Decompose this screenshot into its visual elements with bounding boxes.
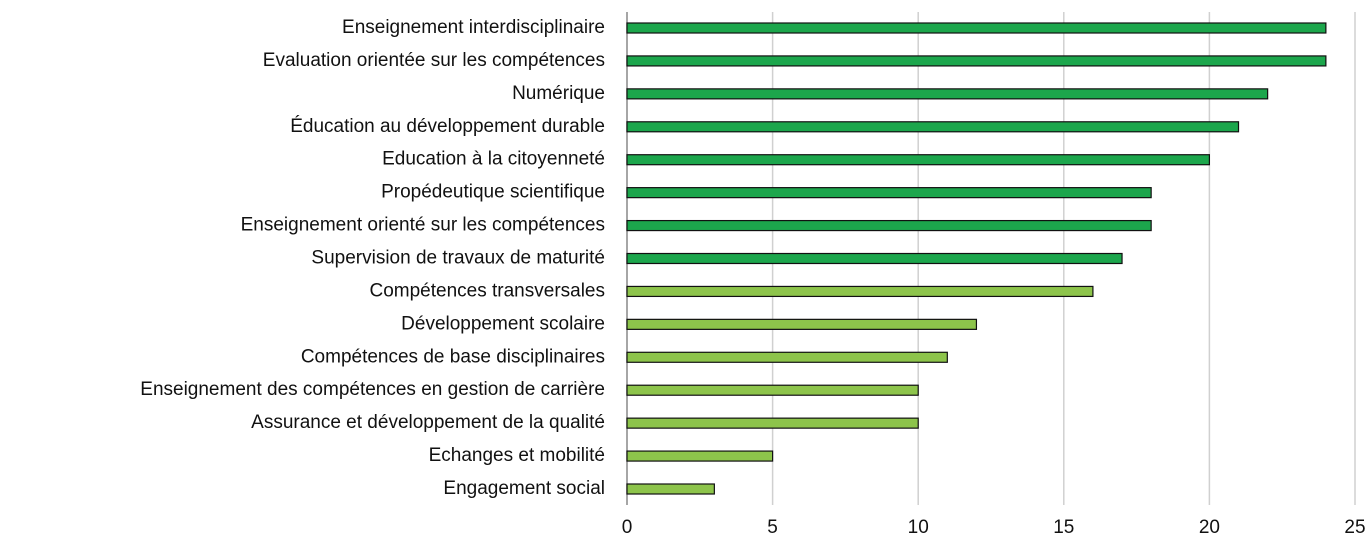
y-tick-label: Compétences de base disciplinaires — [301, 346, 605, 367]
y-tick-label: Engagement social — [443, 478, 605, 499]
bar — [626, 55, 1327, 67]
x-tick-label: 15 — [1053, 517, 1074, 538]
bar — [626, 121, 1240, 133]
bar — [626, 154, 1211, 166]
y-tick-label: Enseignement orienté sur les compétences — [241, 215, 605, 236]
y-tick-label: Education à la citoyenneté — [382, 149, 605, 170]
bar — [626, 351, 948, 363]
y-tick-label: Propédeutique scientifique — [381, 182, 605, 203]
y-tick-label: Numérique — [512, 83, 605, 104]
bar — [626, 384, 919, 396]
bar — [626, 22, 1327, 34]
x-tick-label: 5 — [767, 517, 778, 538]
y-tick-label: Assurance et développement de la qualité — [251, 412, 605, 433]
x-tick-label: 25 — [1344, 517, 1365, 538]
y-tick-label: Enseignement des compétences en gestion … — [140, 379, 605, 400]
x-tick-label: 20 — [1199, 517, 1220, 538]
y-tick-label: Enseignement interdisciplinaire — [342, 17, 605, 38]
bar — [626, 187, 1152, 199]
x-tick-label: 10 — [908, 517, 929, 538]
y-tick-label: Développement scolaire — [401, 313, 605, 334]
bar — [626, 285, 1094, 298]
bar — [626, 318, 978, 330]
bar — [626, 450, 774, 462]
x-tick-label: 0 — [622, 517, 633, 538]
bar — [626, 417, 919, 429]
y-tick-label: Compétences transversales — [370, 280, 606, 301]
y-tick-label: Supervision de travaux de maturité — [311, 248, 605, 269]
y-tick-label: Evaluation orientée sur les compétences — [263, 50, 605, 71]
bar — [626, 252, 1123, 265]
bar — [626, 219, 1152, 232]
y-tick-label: Éducation au développement durable — [290, 116, 605, 137]
bar — [626, 88, 1269, 100]
y-tick-label: Echanges et mobilité — [429, 445, 605, 466]
bar — [626, 483, 715, 495]
